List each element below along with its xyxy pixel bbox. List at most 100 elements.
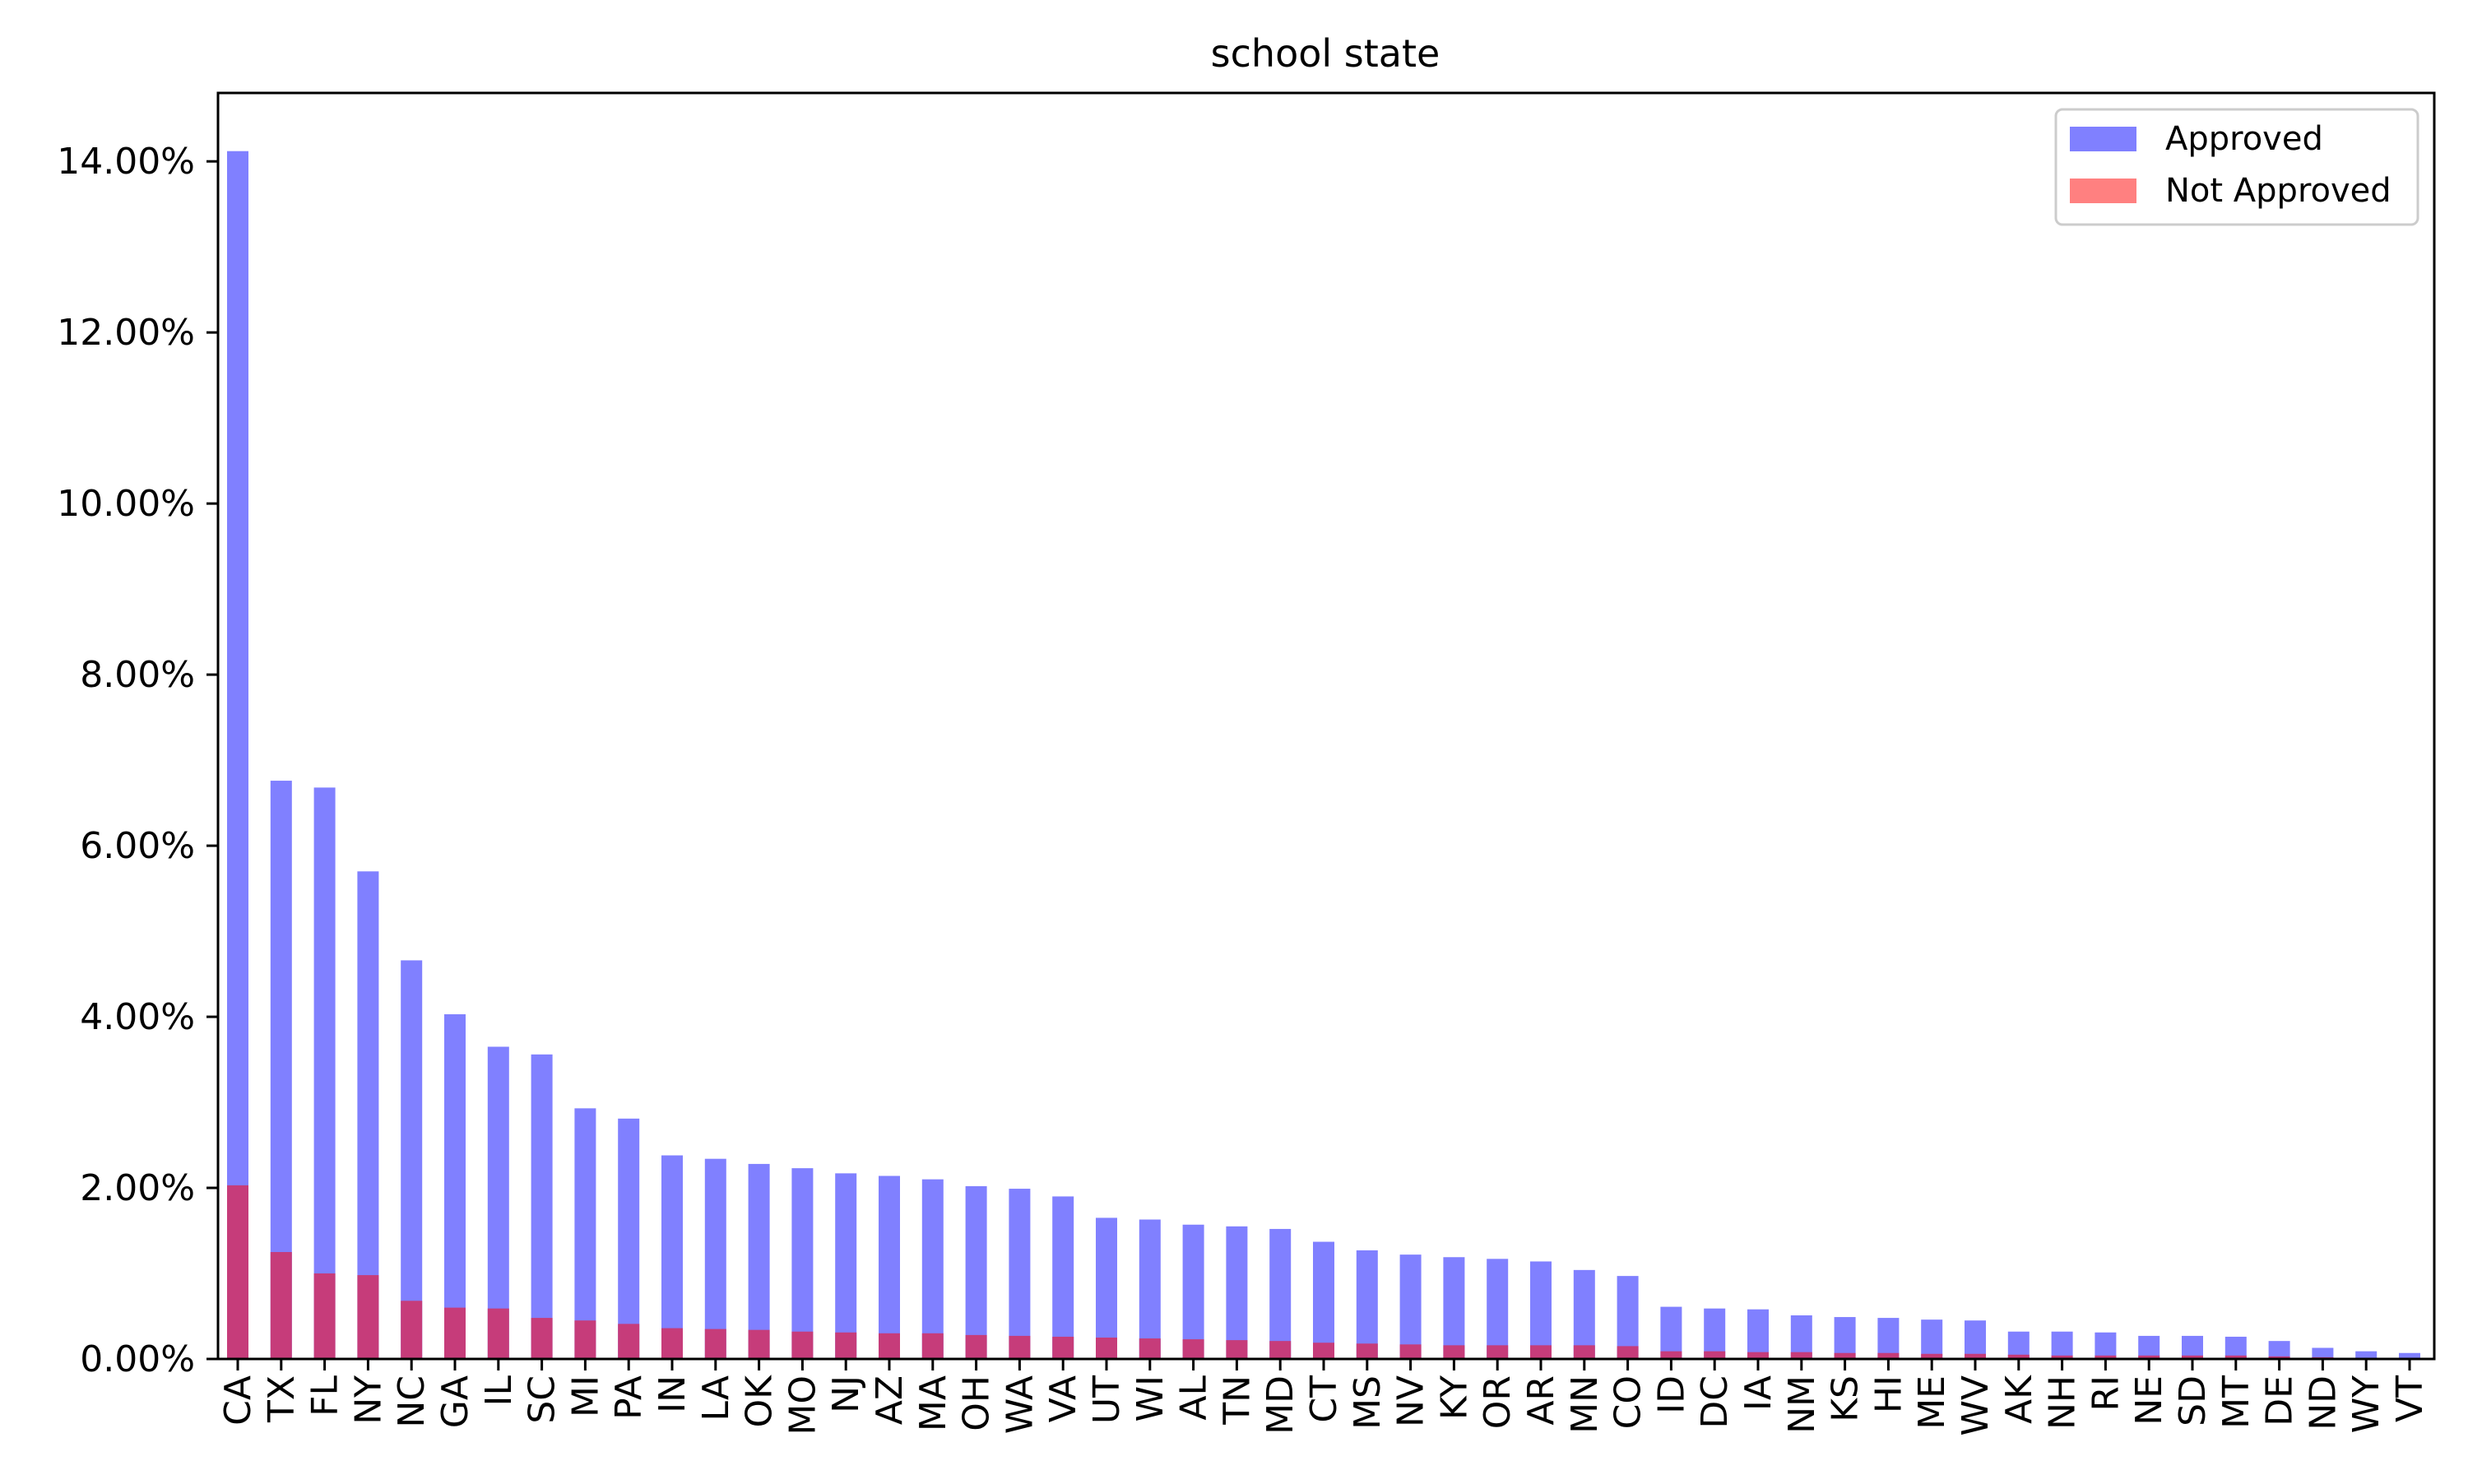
bar-not-approved-co (1617, 1346, 1639, 1359)
bar-not-approved-ne (2138, 1355, 2160, 1359)
bar-not-approved-ak (2007, 1354, 2030, 1359)
bar-not-approved-pa (618, 1324, 640, 1359)
bar-not-approved-md (1269, 1341, 1292, 1359)
bar-not-approved-tn (1226, 1340, 1248, 1359)
x-tick-label-pa: PA (608, 1375, 650, 1420)
bar-not-approved-ar (1530, 1345, 1552, 1359)
bar-approved-ar (1530, 1261, 1552, 1359)
bar-approved-mo (791, 1168, 814, 1359)
x-tick-label-ct: CT (1303, 1375, 1345, 1423)
bar-approved-wa (1009, 1189, 1031, 1359)
bar-approved-ga (444, 1013, 466, 1359)
bar-approved-in (661, 1155, 683, 1359)
bar-not-approved-ny (357, 1275, 379, 1359)
bar-not-approved-ia (1747, 1352, 1769, 1359)
legend-swatch-not-approved (2070, 179, 2136, 203)
bar-approved-nm (1790, 1315, 1812, 1359)
bar-approved-oh (965, 1185, 987, 1359)
legend: Approved Not Approved (2054, 108, 2419, 226)
x-tick-label-sc: SC (522, 1375, 564, 1424)
x-tick-label-ut: UT (1086, 1375, 1128, 1424)
x-tick-label-nv: NV (1390, 1375, 1432, 1427)
y-axis: 0.00% 2.00% 4.00% 6.00% 8.00% 10.00% 12.00% 14.… (57, 141, 218, 1380)
bar-approved-ky (1443, 1257, 1465, 1359)
bar-approved-ut (1096, 1217, 1117, 1359)
bar-not-approved-hi (1877, 1352, 1900, 1359)
bar-not-approved-sd (2182, 1355, 2203, 1359)
x-tick-label-fl: FL (304, 1375, 346, 1417)
x-tick-label-dc: DC (1694, 1375, 1736, 1429)
x-tick-label-ga: GA (434, 1375, 476, 1428)
bar-approved-hi (1877, 1318, 1900, 1359)
y-tick-label-1: 2.00% (80, 1167, 195, 1209)
bar-not-approved-wa (1009, 1335, 1031, 1359)
bar-approved-ct (1313, 1241, 1334, 1359)
y-tick-label-7: 14.00% (57, 141, 195, 183)
x-tick-label-co: CO (1607, 1375, 1649, 1429)
bar-not-approved-va (1052, 1336, 1074, 1359)
bar-not-approved-ma (921, 1333, 944, 1359)
bar-approved-nv (1399, 1254, 1422, 1359)
bar-approved-mt (2224, 1336, 2247, 1359)
x-tick-label-ar: AR (1520, 1375, 1562, 1426)
bar-approved-wy (2355, 1351, 2378, 1359)
bar-not-approved-mn (1573, 1345, 1595, 1359)
bar-not-approved-nc (401, 1301, 423, 1359)
x-tick-label-ms: MS (1347, 1375, 1389, 1430)
legend-label-not-approved: Not Approved (2165, 172, 2391, 210)
bar-not-approved-nh (2051, 1355, 2073, 1359)
x-tick-label-il: IL (478, 1375, 520, 1407)
bar-not-approved-ms (1356, 1343, 1378, 1359)
x-tick-label-wa: WA (999, 1375, 1041, 1434)
y-tick-label-5: 10.00% (57, 483, 195, 525)
bar-not-approved-fl (313, 1273, 336, 1359)
bar-not-approved-ga (444, 1307, 466, 1359)
bar-approved-or (1487, 1259, 1509, 1359)
y-tick-label-2: 4.00% (80, 996, 195, 1038)
bar-not-approved-de (2268, 1356, 2290, 1359)
bar-not-approved-al (1182, 1339, 1204, 1359)
bar-not-approved-ut (1096, 1338, 1117, 1359)
bar-not-approved-nm (1790, 1352, 1812, 1359)
x-tick-label-ne: NE (2128, 1375, 2170, 1426)
bar-approved-az (879, 1176, 900, 1359)
legend-label-approved: Approved (2165, 120, 2323, 158)
bar-approved-fl (313, 787, 336, 1359)
bar-not-approved-sc (531, 1318, 553, 1359)
bar-approved-ms (1356, 1250, 1378, 1359)
x-tick-label-mo: MO (782, 1375, 823, 1435)
bar-not-approved-mi (574, 1320, 596, 1359)
bar-not-approved-la (704, 1329, 726, 1359)
bar-approved-vt (2399, 1352, 2420, 1359)
x-tick-label-al: AL (1173, 1375, 1215, 1421)
bar-approved-tn (1226, 1226, 1248, 1359)
x-tick-label-nh: NH (2042, 1375, 2084, 1430)
x-tick-label-ca: CA (217, 1375, 259, 1426)
x-tick-label-ia: IA (1737, 1375, 1779, 1411)
bar-approved-dc (1704, 1308, 1726, 1359)
x-tick-label-me: ME (1911, 1375, 1953, 1430)
bar-approved-ca (227, 151, 248, 1359)
x-tick-label-ri: RI (2085, 1375, 2127, 1412)
bar-approved-id (1660, 1306, 1682, 1359)
x-tick-label-wi: WI (1130, 1375, 1171, 1421)
bar-approved-wv (1965, 1320, 1986, 1359)
bar-approved-nh (2051, 1331, 2073, 1359)
x-tick-label-oh: OH (956, 1375, 998, 1431)
bar-approved-ma (921, 1179, 944, 1359)
x-tick-label-id: ID (1650, 1375, 1692, 1414)
legend-box (2054, 108, 2419, 226)
bar-not-approved-oh (965, 1334, 987, 1359)
x-tick-label-va: VA (1042, 1375, 1084, 1422)
bar-approved-pa (618, 1118, 640, 1359)
x-tick-label-wy: WY (2345, 1375, 2387, 1434)
x-tick-label-in: IN (652, 1375, 694, 1413)
bars-layer (227, 151, 2420, 1359)
plot-frame (216, 91, 2436, 1361)
bar-approved-nd (2312, 1347, 2334, 1359)
x-tick-label-nc: NC (391, 1375, 433, 1428)
x-tick-label-or: OR (1477, 1375, 1519, 1429)
bar-approved-de (2268, 1341, 2290, 1359)
bar-not-approved-ri (2095, 1355, 2117, 1359)
